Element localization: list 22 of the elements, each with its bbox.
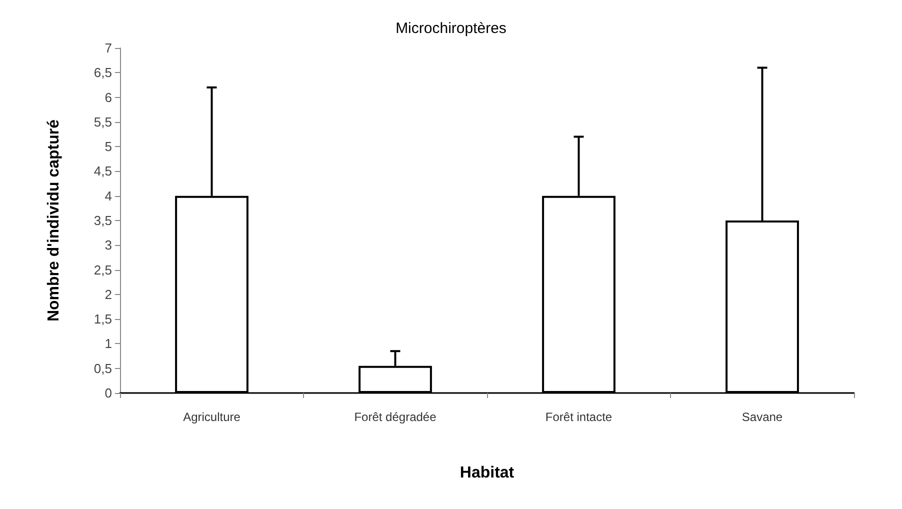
y-tick-label: 2	[104, 286, 112, 302]
x-tick-label: Agriculture	[183, 410, 241, 424]
y-axis-title: Nombre d'individu capturé	[46, 119, 62, 322]
x-tick-label: Forêt dégradée	[354, 410, 437, 424]
y-tick-label: 6	[104, 90, 112, 105]
y-tick-label: 1	[104, 336, 112, 352]
y-tick-label: 7	[104, 40, 112, 56]
y-tick-label: 0	[104, 386, 112, 400]
y-tick-label: 4	[104, 188, 112, 204]
y-tick-label: 5,5	[94, 114, 112, 130]
y-tick-label: 1,5	[94, 312, 112, 327]
y-tick-label: 3,5	[94, 213, 112, 228]
x-tick-label: Forêt intacte	[545, 410, 612, 424]
chart-title: Microchiroptères	[396, 20, 506, 37]
y-tick-label: 2,5	[94, 262, 112, 278]
y-tick-label: 5	[104, 139, 112, 154]
x-tick-label: Savane	[742, 410, 783, 424]
x-axis-title: Habitat	[460, 464, 515, 482]
y-tick-label: 4,5	[94, 164, 112, 179]
y-tick-label: 0,5	[94, 360, 112, 376]
y-tick-label: 3	[104, 238, 112, 253]
y-tick-label: 6,5	[94, 65, 112, 80]
